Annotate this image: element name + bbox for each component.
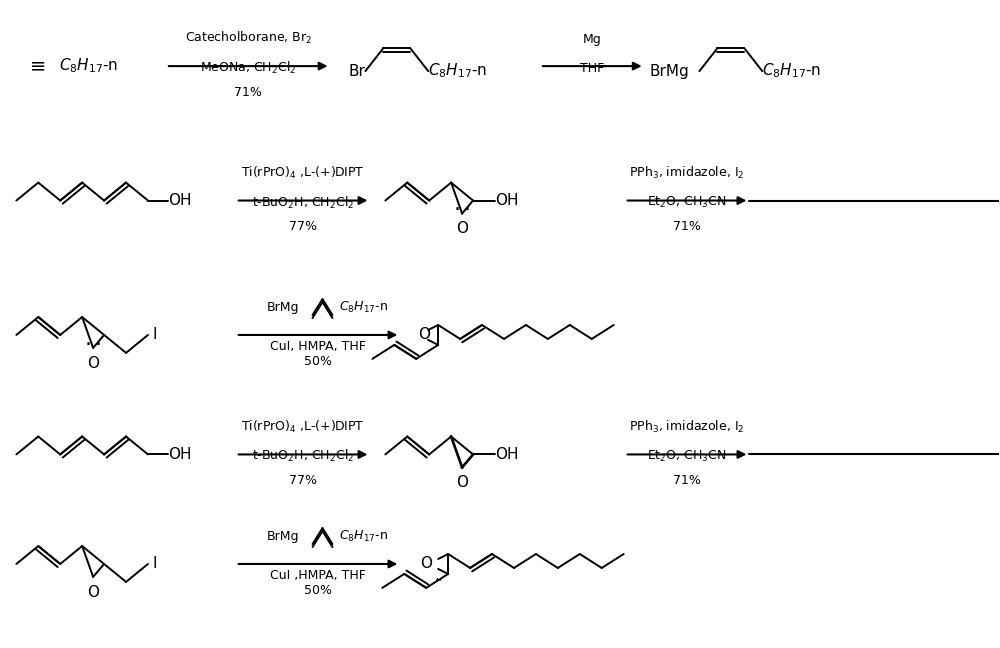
Text: OH: OH xyxy=(495,447,519,462)
Text: 71%: 71% xyxy=(234,86,262,99)
Text: O: O xyxy=(420,557,432,572)
Text: BrMg: BrMg xyxy=(267,529,300,542)
Text: ·: · xyxy=(85,335,92,355)
Text: OH: OH xyxy=(168,447,191,462)
Text: Ti(rPrO)$_4$ ,L-(+)DIPT: Ti(rPrO)$_4$ ,L-(+)DIPT xyxy=(241,419,365,435)
Text: O: O xyxy=(418,327,430,342)
Text: $C_8H_{17}$-n: $C_8H_{17}$-n xyxy=(339,529,388,544)
Text: 71%: 71% xyxy=(673,220,701,233)
Text: MeONa, CH$_2$Cl$_2$: MeONa, CH$_2$Cl$_2$ xyxy=(200,60,296,76)
Text: CuI, HMPA, THF: CuI, HMPA, THF xyxy=(270,340,365,353)
Text: I: I xyxy=(153,327,157,342)
Text: O: O xyxy=(456,476,468,491)
Text: Mg: Mg xyxy=(583,33,602,46)
Text: 50%: 50% xyxy=(304,355,332,368)
Text: THF: THF xyxy=(580,62,604,75)
Text: ·: · xyxy=(95,335,102,355)
Text: 77%: 77% xyxy=(289,220,317,233)
Text: $C_8H_{17}$-n: $C_8H_{17}$-n xyxy=(762,62,822,80)
Text: PPh$_3$, imidazole, I$_2$: PPh$_3$, imidazole, I$_2$ xyxy=(629,165,745,181)
Text: ·: · xyxy=(454,200,461,220)
Text: $\equiv$: $\equiv$ xyxy=(26,56,46,76)
Text: Catecholborane, Br$_2$: Catecholborane, Br$_2$ xyxy=(185,30,312,46)
Text: OH: OH xyxy=(495,193,519,208)
Text: 71%: 71% xyxy=(673,474,701,487)
Text: O: O xyxy=(87,356,99,371)
Text: O: O xyxy=(456,222,468,237)
Text: 77%: 77% xyxy=(289,474,317,487)
Text: 50%: 50% xyxy=(304,584,332,597)
Text: Br: Br xyxy=(349,64,365,78)
Text: O: O xyxy=(87,585,99,600)
Text: Et$_2$O, CH$_3$CN: Et$_2$O, CH$_3$CN xyxy=(647,449,727,464)
Text: t-BuO$_2$H, CH$_2$Cl$_2$: t-BuO$_2$H, CH$_2$Cl$_2$ xyxy=(252,194,354,211)
Text: t-BuO$_2$H, CH$_2$Cl$_2$: t-BuO$_2$H, CH$_2$Cl$_2$ xyxy=(252,448,354,465)
Text: $C_8H_{17}$-n: $C_8H_{17}$-n xyxy=(59,57,118,75)
Text: Et$_2$O, CH$_3$CN: Et$_2$O, CH$_3$CN xyxy=(647,195,727,210)
Text: ,,: ,, xyxy=(435,568,444,582)
Text: I: I xyxy=(153,557,157,572)
Text: CuI ,HMPA, THF: CuI ,HMPA, THF xyxy=(270,569,365,582)
Text: BrMg: BrMg xyxy=(267,301,300,314)
Text: $C_8H_{17}$-n: $C_8H_{17}$-n xyxy=(428,62,487,80)
Text: OH: OH xyxy=(168,193,191,208)
Text: Ti(rPrO)$_4$ ,L-(+)DIPT: Ti(rPrO)$_4$ ,L-(+)DIPT xyxy=(241,165,365,181)
Text: $C_8H_{17}$-n: $C_8H_{17}$-n xyxy=(339,299,388,315)
Text: BrMg: BrMg xyxy=(650,64,689,78)
Text: ·: · xyxy=(464,200,471,220)
Text: PPh$_3$, imidazole, I$_2$: PPh$_3$, imidazole, I$_2$ xyxy=(629,419,745,435)
